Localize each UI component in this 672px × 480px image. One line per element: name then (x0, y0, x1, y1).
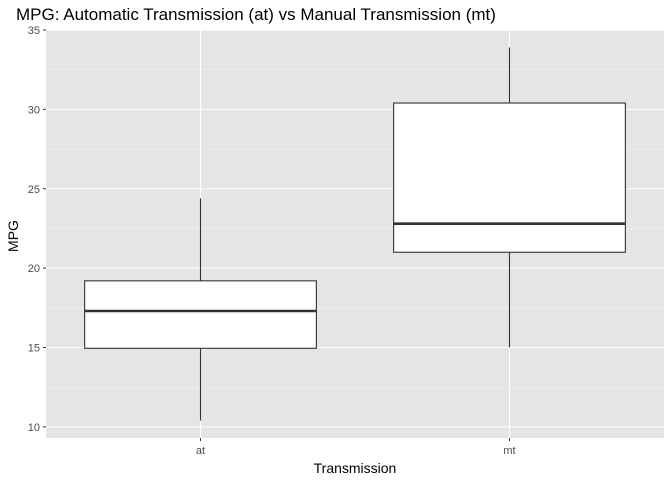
box-rect-mt (393, 102, 626, 253)
box-rect-at (84, 280, 317, 349)
y-tick-label: 10 (28, 422, 40, 434)
y-axis-ticks: 10 15 20 25 30 35 (28, 25, 46, 434)
y-tick-label: 30 (28, 104, 40, 116)
box-at (84, 198, 317, 421)
x-tick-label-at: at (196, 445, 205, 457)
x-axis-ticks: at mt (196, 438, 516, 457)
boxes (84, 47, 626, 421)
x-axis-title: Transmission (314, 460, 397, 476)
box-mt (393, 47, 626, 348)
y-tick-label: 35 (28, 25, 40, 37)
y-axis-title: MPG (5, 220, 21, 252)
y-tick-label: 20 (28, 263, 40, 275)
chart-title: MPG: Automatic Transmission (at) vs Manu… (16, 5, 496, 24)
y-tick-label: 15 (28, 343, 40, 355)
x-tick-label-mt: mt (503, 445, 515, 457)
y-tick-label: 25 (28, 184, 40, 196)
